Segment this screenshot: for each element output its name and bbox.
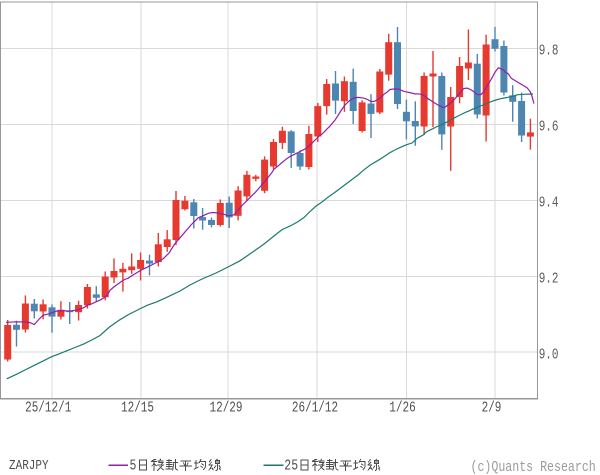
svg-text:25: 25	[284, 457, 298, 474]
svg-text:25/12/1: 25/12/1	[25, 399, 71, 416]
svg-text:12/15: 12/15	[121, 399, 154, 416]
svg-text:ZARJPY: ZARJPY	[9, 458, 49, 473]
svg-text:9.6: 9.6	[539, 118, 559, 135]
svg-text:9.2: 9.2	[539, 270, 559, 287]
svg-text:12/29: 12/29	[210, 399, 243, 416]
svg-text:5: 5	[130, 457, 137, 474]
svg-text:2/9: 2/9	[482, 399, 502, 416]
svg-text:1/26: 1/26	[389, 399, 415, 416]
svg-text:9.0: 9.0	[539, 346, 559, 363]
svg-text:9.8: 9.8	[539, 42, 559, 59]
svg-text:26/1/12: 26/1/12	[292, 399, 338, 416]
svg-text:9.4: 9.4	[539, 194, 559, 211]
svg-text:(c)Quants Research: (c)Quants Research	[471, 459, 596, 475]
